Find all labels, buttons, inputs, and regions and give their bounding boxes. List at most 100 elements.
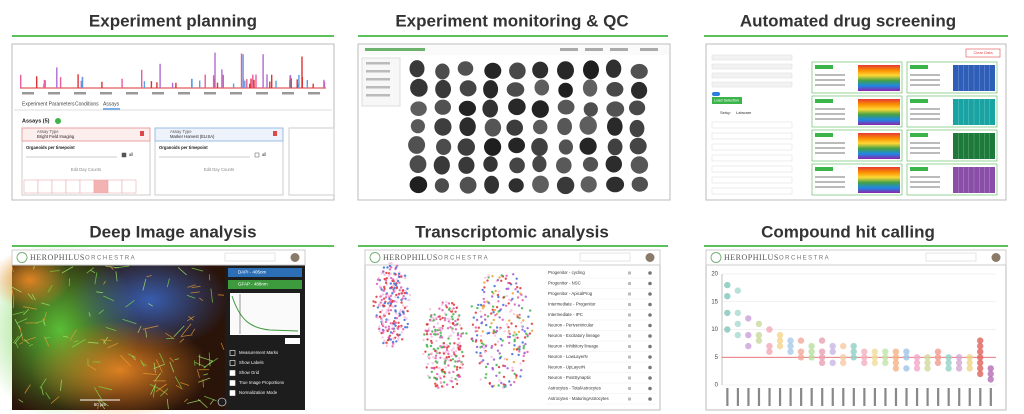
- row-icon: [648, 323, 652, 328]
- cell-point: [493, 308, 497, 312]
- cell-point: [491, 305, 495, 308]
- cell-point: [401, 289, 405, 292]
- logo-mark: [16, 252, 28, 263]
- cell-point: [386, 329, 389, 333]
- cell-point: [443, 381, 446, 384]
- cell-point: [402, 328, 405, 331]
- cell-point: [484, 318, 487, 321]
- fiber: [27, 293, 34, 300]
- x-label-placeholder: [778, 388, 782, 406]
- cell-point: [394, 324, 397, 327]
- cell-point: [378, 315, 382, 318]
- cell-point: [512, 348, 516, 351]
- timeline-bar: [290, 78, 292, 88]
- x-label-placeholder: [873, 388, 877, 406]
- organoid: [508, 137, 525, 154]
- fiber: [73, 340, 79, 343]
- data-point: [745, 342, 752, 350]
- cell-point: [498, 327, 502, 331]
- cell-point: [385, 277, 388, 280]
- plate-image: [858, 99, 900, 125]
- cell-point: [498, 357, 502, 360]
- fiber: [41, 386, 44, 396]
- data-point: [861, 359, 868, 366]
- row-icons: [628, 292, 631, 296]
- cell-point: [446, 327, 450, 330]
- cell-point: [429, 344, 433, 348]
- cell-point: [396, 264, 399, 267]
- cell-point: [472, 316, 475, 319]
- fiber: [18, 342, 23, 345]
- cell-point: [380, 298, 383, 302]
- cell-point: [505, 287, 508, 291]
- data-point: [977, 337, 984, 344]
- data-point: [818, 348, 826, 355]
- organoid: [582, 79, 598, 97]
- card-line: [910, 118, 940, 120]
- cell-point: [520, 293, 523, 296]
- organoid: [580, 176, 597, 193]
- row-icon: [648, 355, 652, 359]
- cell-point: [514, 288, 517, 291]
- card-badge: [815, 99, 833, 103]
- cell-point: [494, 314, 497, 317]
- data-point: [892, 365, 900, 372]
- timeline-bar: [199, 80, 201, 88]
- label: Organoids per timepoint: [159, 145, 208, 150]
- cell-point: [387, 302, 390, 305]
- cell-point: [439, 356, 442, 359]
- cell-point: [479, 334, 483, 337]
- card-header: [21, 127, 151, 142]
- cell-point: [430, 370, 433, 374]
- cell-point: [500, 274, 503, 277]
- panel-title: Experiment planning: [89, 11, 257, 30]
- cell-point: [515, 277, 518, 280]
- cell-point: [448, 342, 452, 345]
- cell-point: [519, 362, 522, 365]
- cell-point: [483, 351, 487, 354]
- cell-point: [400, 292, 404, 295]
- fiber: [152, 385, 156, 398]
- panel-title: Automated drug screening: [740, 11, 956, 30]
- cell-point: [408, 293, 412, 297]
- checkbox: [121, 152, 127, 158]
- organoid: [629, 100, 646, 116]
- label: Experiment Parameters: [22, 101, 75, 107]
- cell-point: [449, 321, 452, 325]
- x-label-placeholder: [979, 388, 982, 406]
- data-point: [945, 354, 952, 361]
- data-point: [892, 354, 900, 361]
- cell-point: [380, 288, 383, 291]
- organoid: [579, 137, 597, 155]
- cell-point: [449, 326, 452, 329]
- cell-point: [387, 306, 390, 309]
- cell-point: [429, 315, 433, 318]
- cell-point: [480, 354, 483, 358]
- cell-point: [516, 286, 519, 289]
- toolbar-item: [560, 48, 578, 51]
- label: HEROPHILUS: [30, 253, 85, 262]
- data-point: [818, 354, 826, 361]
- row-icons: [628, 345, 631, 348]
- cell-point: [391, 345, 394, 348]
- cell-point: [436, 322, 439, 325]
- cell-point: [498, 316, 501, 319]
- data-point: [787, 342, 794, 350]
- data-point: [871, 348, 878, 355]
- cell-point: [475, 351, 478, 354]
- cell-point: [477, 303, 480, 307]
- cell-point: [452, 313, 455, 316]
- cell-point: [402, 311, 405, 314]
- cell-point: [382, 266, 386, 269]
- organoid: [531, 100, 549, 118]
- cell-point: [436, 372, 439, 376]
- cell-point: [388, 334, 392, 337]
- cell-point: [479, 310, 482, 313]
- organoid: [605, 59, 622, 78]
- row-icon: [648, 397, 652, 401]
- action-button: [712, 97, 742, 104]
- cell-point: [389, 272, 392, 275]
- data-point: [955, 354, 963, 361]
- fiber: [97, 405, 99, 410]
- cell-point: [508, 282, 511, 285]
